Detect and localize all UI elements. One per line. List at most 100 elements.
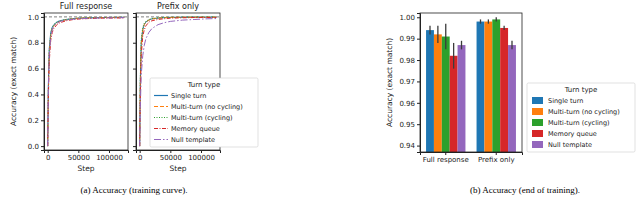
y-axis-tick xyxy=(133,43,136,44)
x-axis-tick-label: 50000 xyxy=(160,154,182,162)
legend-entry: Null template xyxy=(154,136,215,144)
x-axis-tick: 100000 xyxy=(96,150,123,162)
x-axis-tick-label: 50000 xyxy=(68,154,90,162)
legend-label: Multi-turn (no cycling) xyxy=(548,108,620,116)
y-axis-tick-mark xyxy=(417,17,420,18)
legend-swatch xyxy=(532,130,543,137)
x-axis-tick: 50000 xyxy=(160,150,182,162)
error-bar xyxy=(453,43,454,69)
legend-entry: Memory queue xyxy=(532,130,597,138)
x-axis-tick-label: 0 xyxy=(46,154,50,162)
y-axis-tick xyxy=(133,120,136,121)
x-axis-tick-mark xyxy=(109,150,110,153)
x-axis-title: Step xyxy=(169,164,186,173)
y-axis-tick xyxy=(133,69,136,70)
x-axis-tick-mark xyxy=(170,150,171,153)
series-line xyxy=(48,17,125,146)
y-axis-tick-label: 0.0 xyxy=(28,143,39,151)
legend: Turn type Single turn Multi-turn (no cycli… xyxy=(150,78,258,147)
error-bar xyxy=(461,41,462,50)
y-axis-tick xyxy=(133,17,136,18)
legend-label: Memory queue xyxy=(171,125,220,133)
error-bar xyxy=(503,26,504,30)
y-axis-tick-mark xyxy=(41,17,44,18)
y-axis-tick: 1.00 xyxy=(399,14,420,22)
y-axis-tick-mark xyxy=(133,17,136,18)
bar xyxy=(508,45,516,152)
x-axis-tick: 50000 xyxy=(68,150,90,162)
x-axis-tick-mark xyxy=(201,150,202,153)
legend: Turn type Single turn Multi-turn (no cycli… xyxy=(527,83,635,152)
legend-swatch xyxy=(154,117,168,118)
y-axis-tick-mark xyxy=(41,120,44,121)
y-axis-tick: 0.94 xyxy=(399,142,420,150)
error-bar xyxy=(429,26,430,35)
legend-swatch xyxy=(532,108,543,115)
y-axis-tick-mark xyxy=(133,69,136,70)
legend-label: Single turn xyxy=(548,97,583,105)
x-axis-tick: 100000 xyxy=(188,150,215,162)
y-axis-tick-label: 0.95 xyxy=(399,121,415,129)
y-axis-tick-label: 1.0 xyxy=(28,14,39,22)
bar xyxy=(426,30,434,152)
x-axis-tick-mark xyxy=(140,150,141,153)
legend-swatch xyxy=(154,139,168,140)
legend-entry: Single turn xyxy=(154,92,206,100)
y-axis-tick-mark xyxy=(417,81,420,82)
x-axis-line xyxy=(421,153,523,156)
legend-label: Single turn xyxy=(171,92,206,100)
y-axis-tick-mark xyxy=(133,146,136,147)
y-axis-tick-mark xyxy=(41,146,44,147)
x-axis-tick-label: Prefix only xyxy=(478,156,515,164)
bar xyxy=(434,34,442,152)
x-axis-tick-mark xyxy=(496,152,497,155)
series-line xyxy=(48,18,125,146)
y-axis-tick: 0.99 xyxy=(399,35,420,43)
y-axis-tick-label: 0.6 xyxy=(28,65,40,73)
bar xyxy=(500,28,508,152)
x-axis-line xyxy=(45,151,129,154)
error-bar xyxy=(445,24,446,50)
legend-label: Multi-turn (no cycling) xyxy=(171,103,243,111)
legend-title: Turn type xyxy=(187,81,221,89)
y-axis-tick-label: 0.94 xyxy=(399,142,415,150)
x-axis-tick: 0 xyxy=(138,150,142,162)
y-axis-tick-mark xyxy=(417,124,420,125)
error-bar xyxy=(488,19,489,23)
legend-label: Multi-turn (cycling) xyxy=(171,114,233,122)
y-axis-line xyxy=(417,14,421,153)
x-axis: 0 50000 100000 xyxy=(137,150,221,162)
x-axis: Full response Prefix only xyxy=(421,152,523,164)
y-axis-line xyxy=(41,14,45,151)
legend-entry: Memory queue xyxy=(154,125,220,133)
legend-swatch xyxy=(154,106,168,107)
legend-entry: Null template xyxy=(532,141,592,149)
legend-title: Turn type xyxy=(564,86,598,94)
legend-entry: Multi-turn (no cycling) xyxy=(532,108,620,116)
series-line xyxy=(48,18,125,146)
y-axis-tick-mark xyxy=(133,94,136,95)
bar xyxy=(492,19,500,152)
legend-swatch xyxy=(532,97,543,104)
x-axis-tick-mark xyxy=(48,150,49,153)
y-axis-tick: 1.0 xyxy=(28,14,44,22)
chart-title: Prefix only xyxy=(157,2,199,11)
x-axis-tick-label: Full response xyxy=(423,156,469,164)
error-bar xyxy=(496,17,497,21)
y-axis-tick: 0.4 xyxy=(28,91,44,99)
bar xyxy=(458,45,466,152)
x-axis-tick-mark xyxy=(78,150,79,153)
series-line xyxy=(48,17,125,146)
legend-entry: Multi-turn (cycling) xyxy=(532,119,610,127)
y-axis-tick: 0.6 xyxy=(28,65,44,73)
y-axis-tick: 0.97 xyxy=(399,78,420,86)
y-axis: 0.00.20.40.60.81.0 xyxy=(28,14,45,151)
plot-frame xyxy=(420,13,522,152)
y-axis-tick-mark xyxy=(417,60,420,61)
legend-label: Null template xyxy=(171,136,215,144)
legend-entry: Multi-turn (cycling) xyxy=(154,114,233,122)
y-axis-tick: 0.0 xyxy=(28,143,44,151)
y-axis-tick xyxy=(133,94,136,95)
y-axis-tick-label: 0.96 xyxy=(399,100,415,108)
x-axis-line xyxy=(137,151,221,154)
